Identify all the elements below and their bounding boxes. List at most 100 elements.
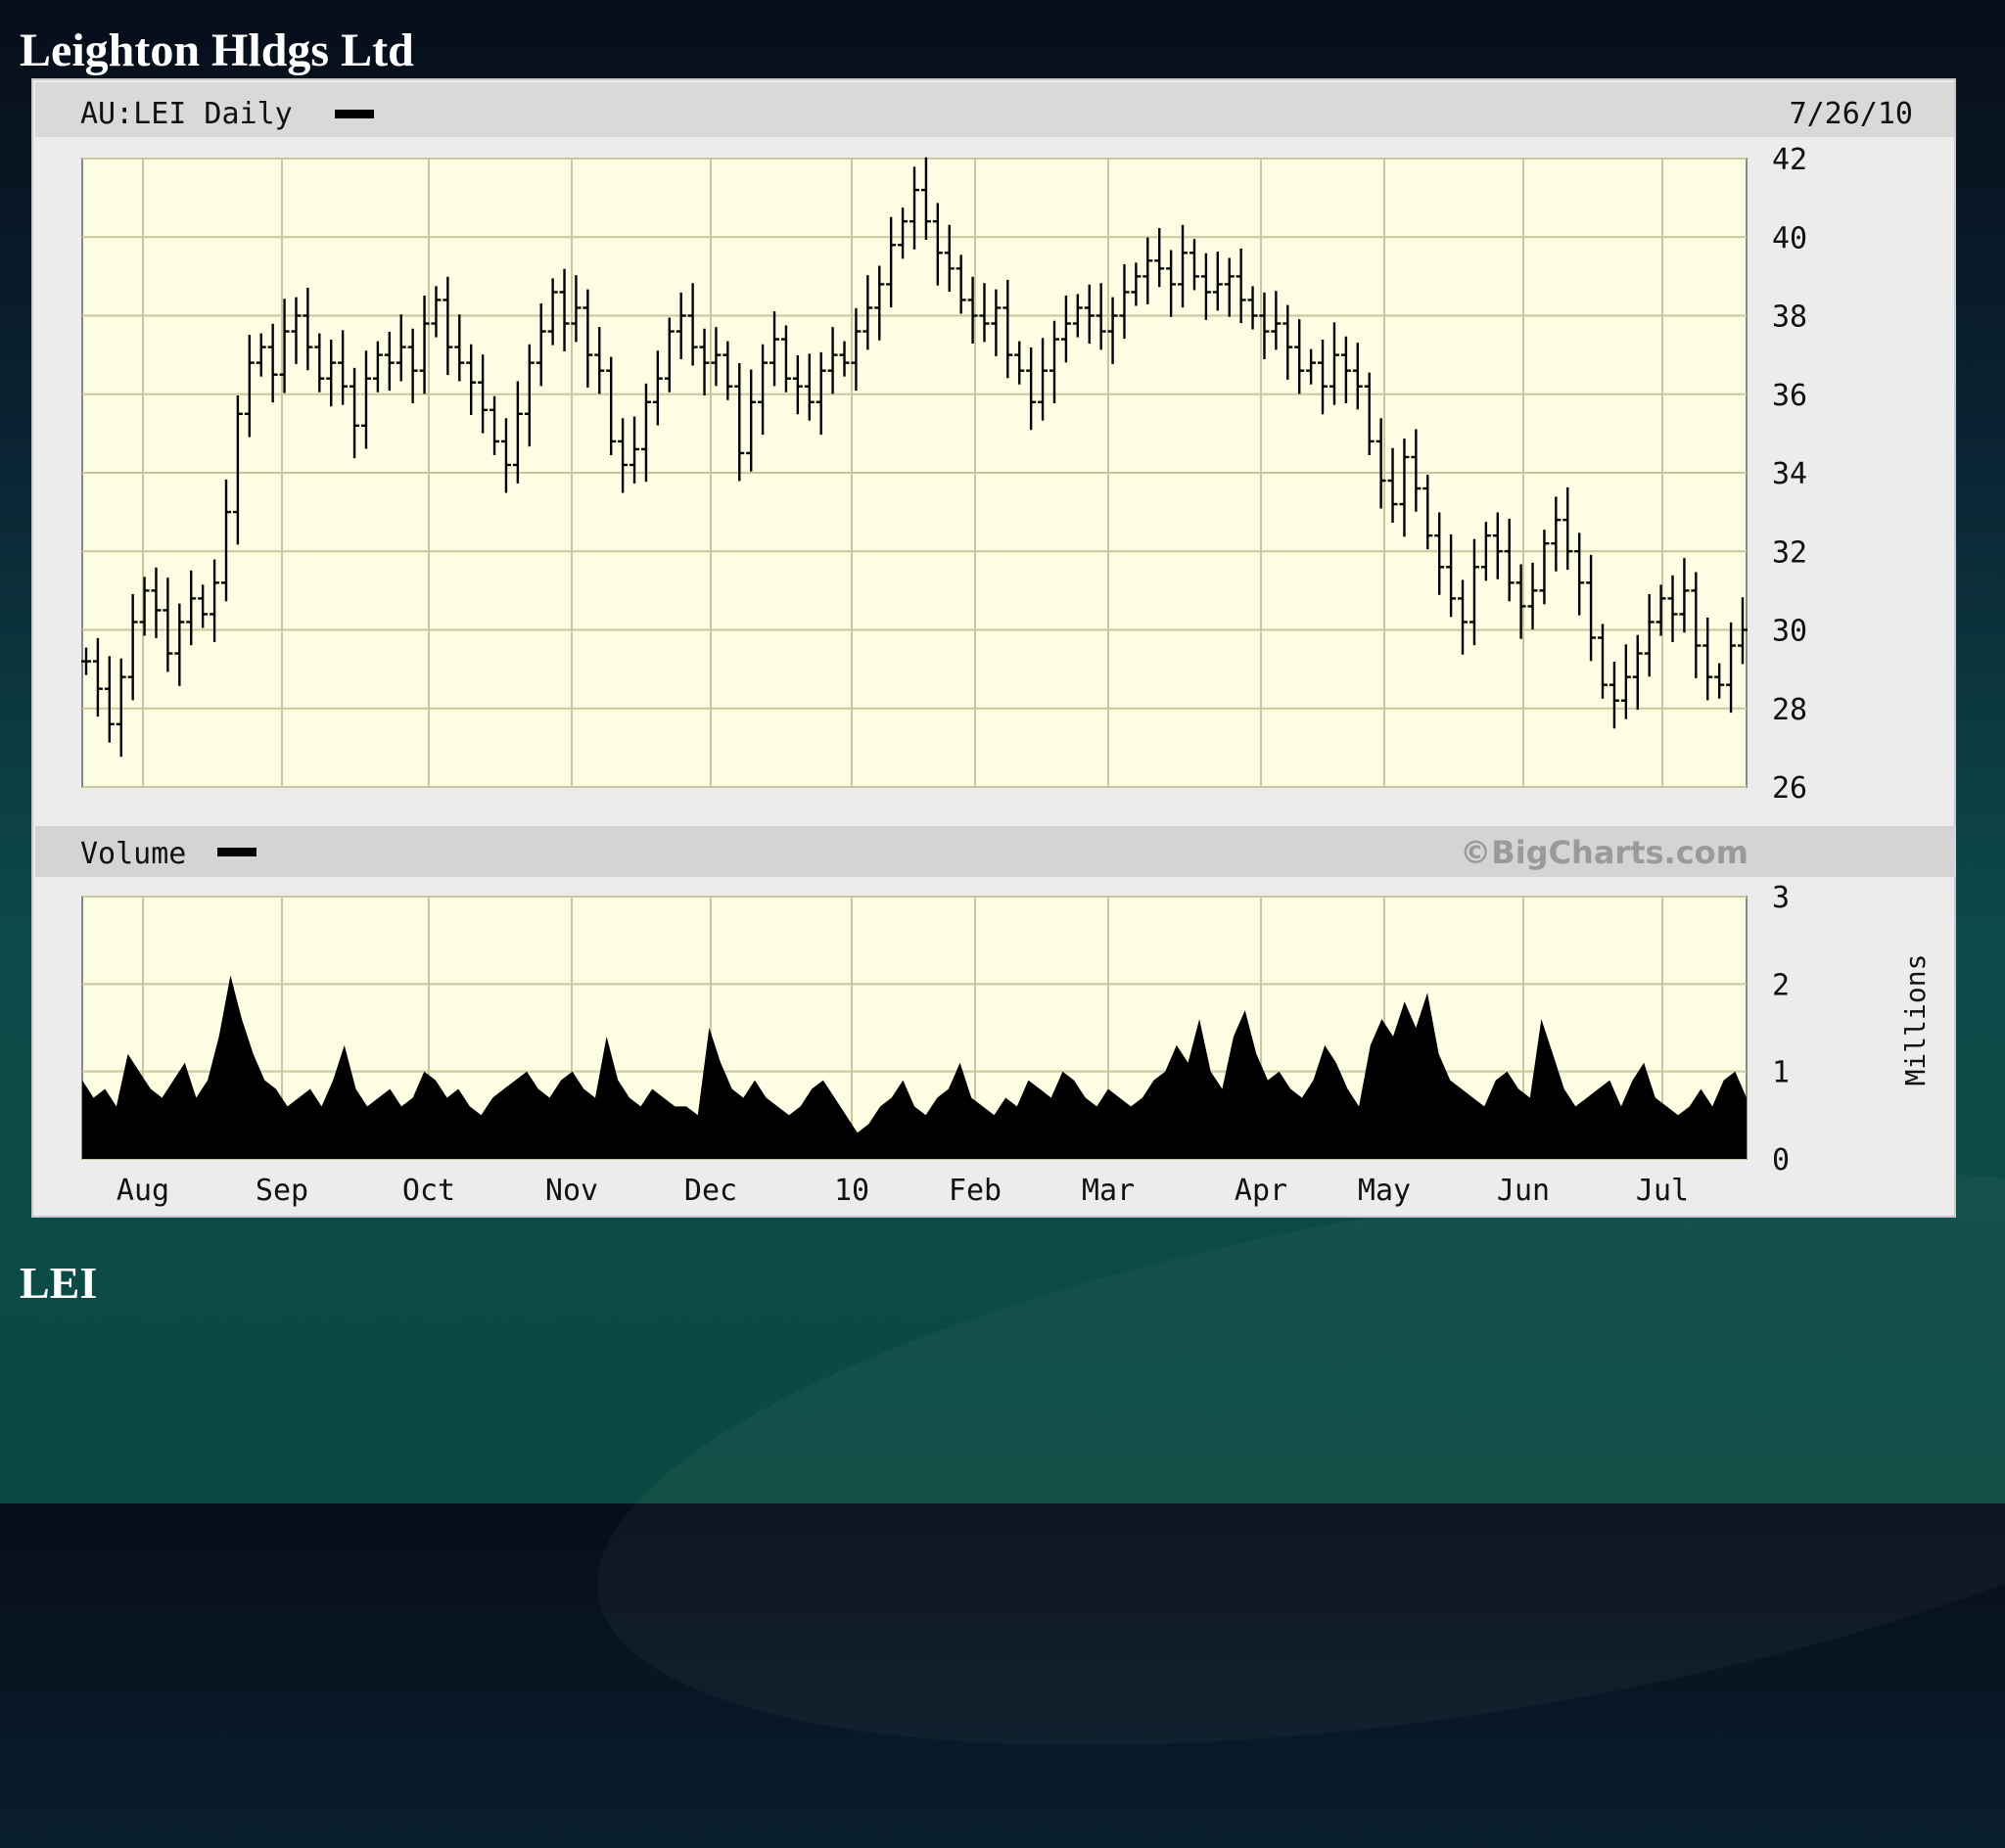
price-bar <box>1574 532 1585 616</box>
x-axis-month-labels: Aug Sep Oct Nov Dec 10 Feb Mar Apr May Jun Jul <box>117 1174 1689 1208</box>
x-axis-label: May <box>1358 1174 1411 1208</box>
price-bar <box>1352 343 1363 410</box>
price-bar <box>81 647 91 675</box>
price-bar <box>920 157 931 241</box>
price-bar <box>571 275 582 343</box>
price-bar <box>1644 593 1655 677</box>
price-bar <box>1632 634 1643 710</box>
price-bar <box>886 216 897 308</box>
price-bar <box>1586 554 1597 662</box>
price-bar <box>1691 572 1702 678</box>
x-axis-label: 10 <box>834 1174 869 1208</box>
price-bar <box>1480 522 1491 581</box>
volume-axis-label: Millions <box>1899 954 1932 1086</box>
price-bar <box>979 283 990 343</box>
price-bar <box>594 327 605 394</box>
price-header-bar <box>35 82 1954 137</box>
price-bar <box>116 658 126 758</box>
price-bar <box>1119 263 1130 340</box>
price-bar <box>909 166 919 250</box>
price-bar <box>699 328 710 395</box>
price-bar <box>1492 512 1503 579</box>
price-bar <box>303 288 313 371</box>
price-bar <box>350 367 360 459</box>
price-bar <box>279 299 290 393</box>
volume-axis-ticks: 3 2 1 0 <box>1772 881 1790 1178</box>
price-bar <box>1107 297 1118 364</box>
price-bar <box>396 314 406 382</box>
price-bar <box>1422 475 1433 550</box>
x-axis-label: Apr <box>1235 1174 1287 1208</box>
price-bar <box>991 289 1002 356</box>
price-bar <box>1200 253 1211 320</box>
price-bar <box>186 570 197 646</box>
x-axis-label: Sep <box>256 1174 308 1208</box>
price-bar <box>314 333 325 393</box>
price-bar <box>1236 248 1246 324</box>
price-bar <box>1247 286 1258 330</box>
price-bar <box>1702 618 1713 701</box>
price-bar <box>466 344 477 416</box>
price-bar <box>1539 530 1550 605</box>
price-bar <box>151 567 162 638</box>
price-bar <box>1620 644 1631 719</box>
price-bar <box>1294 319 1305 394</box>
volume-legend-swatch <box>217 848 256 856</box>
price-bar <box>839 341 850 377</box>
price-chart-title: AU:LEI Daily <box>80 97 293 131</box>
price-bar <box>851 307 862 392</box>
chart-date: 7/26/10 <box>1790 97 1913 131</box>
price-bar <box>232 394 243 545</box>
price-bar <box>267 323 278 403</box>
volume-tick-label: 3 <box>1772 881 1790 915</box>
price-bar <box>1224 257 1235 317</box>
volume-header-bar <box>35 826 1956 877</box>
bigcharts-watermark: ©BigCharts.com <box>1460 834 1749 871</box>
x-axis-label: Aug <box>117 1174 169 1208</box>
price-bar <box>1411 429 1422 512</box>
price-bar <box>104 656 115 743</box>
price-bar <box>1504 518 1515 602</box>
price-tick-label: 34 <box>1772 457 1807 491</box>
price-bar <box>956 254 966 314</box>
price-bar <box>932 203 943 286</box>
price-bar <box>454 314 465 382</box>
price-bar <box>1049 320 1059 403</box>
price-tick-label: 36 <box>1772 379 1807 413</box>
x-axis-label: Jul <box>1636 1174 1689 1208</box>
price-bar <box>198 584 209 628</box>
price-bar <box>1318 339 1329 415</box>
price-tick-label: 30 <box>1772 615 1807 649</box>
price-bar <box>792 355 803 415</box>
price-bar <box>1026 347 1037 431</box>
price-bar <box>874 265 885 341</box>
price-bar <box>1038 338 1049 421</box>
price-bar <box>1598 624 1609 699</box>
price-bar <box>163 578 173 672</box>
x-axis-label: Dec <box>684 1174 737 1208</box>
price-bar <box>1084 284 1095 344</box>
price-bar <box>780 325 791 393</box>
price-bar <box>1259 292 1270 360</box>
price-bar <box>1458 579 1469 655</box>
price-bar <box>490 395 500 455</box>
price-bar <box>478 354 489 434</box>
price-bar <box>512 381 523 484</box>
price-bar <box>1515 564 1526 639</box>
price-bar <box>291 297 302 364</box>
volume-tick-label: 0 <box>1772 1143 1790 1178</box>
price-bar <box>338 330 349 405</box>
price-bar <box>127 593 138 701</box>
price-bar <box>944 224 955 293</box>
price-bar <box>804 353 815 421</box>
price-bar <box>1014 341 1025 385</box>
price-bar <box>1166 250 1177 317</box>
price-bar <box>711 327 722 387</box>
x-axis-label: Mar <box>1082 1174 1135 1208</box>
price-bar <box>1562 486 1573 571</box>
price-bar <box>1655 584 1666 636</box>
price-bar <box>863 275 873 350</box>
price-bar <box>1527 562 1538 630</box>
price-bar <box>1282 304 1293 380</box>
price-bar <box>360 350 371 449</box>
